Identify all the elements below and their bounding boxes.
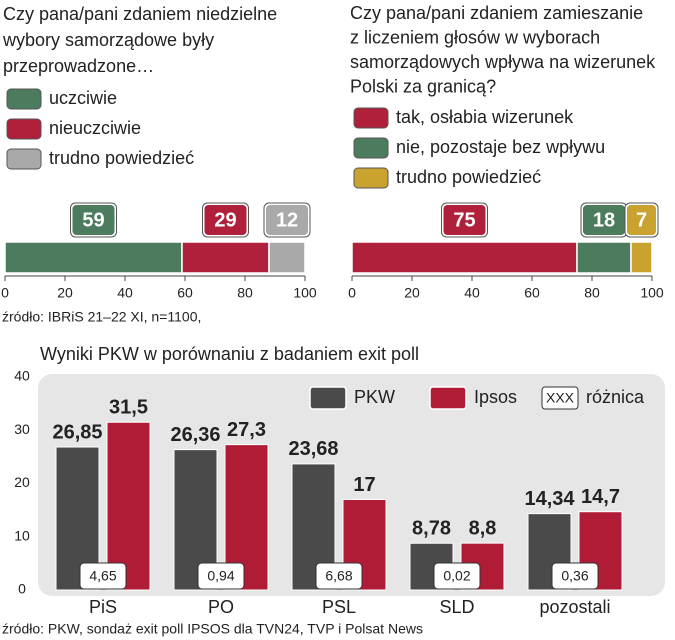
value-box [443, 205, 486, 235]
difference-box [79, 562, 127, 590]
x-tick-label: 0 [348, 285, 356, 301]
value-label: 18 [593, 209, 615, 231]
bar-segment [351, 241, 578, 274]
value-label: 75 [453, 209, 475, 231]
value-label: 8,8 [469, 517, 497, 539]
value-label: 14,7 [581, 486, 620, 508]
x-tick-label: PiS [89, 597, 117, 617]
value-box [204, 205, 247, 235]
value-label: 29 [214, 209, 236, 231]
value-label: 12 [276, 209, 298, 231]
legend-label: trudno powiedzieć [396, 167, 541, 187]
value-label: 59 [82, 209, 104, 231]
y-tick-label: 10 [14, 527, 30, 543]
legend-swatch [6, 88, 42, 110]
chart-title: Czy pana/pani zdaniem zamieszanie [350, 3, 643, 23]
legend-swatch [429, 386, 467, 410]
y-tick-label: 0 [18, 581, 26, 597]
difference-box [433, 562, 481, 590]
chart-title: Czy pana/pani zdaniem niedzielne [3, 4, 277, 24]
value-box [72, 205, 115, 235]
difference-label: 6,68 [325, 568, 352, 584]
x-tick-label: 60 [177, 285, 193, 301]
legend-swatch [353, 137, 389, 159]
x-tick-label: PO [208, 597, 234, 617]
legend-label: PKW [354, 387, 395, 407]
value-box [266, 205, 308, 235]
value-label: 7 [636, 209, 647, 231]
legend-label: Ipsos [474, 387, 517, 407]
value-label: 14,34 [524, 488, 575, 510]
x-tick-label: pozostali [539, 597, 610, 617]
chart-title: Polski za granicą? [350, 76, 496, 96]
legend-label: trudno powiedzieć [49, 148, 194, 168]
difference-label: 0,36 [561, 568, 588, 584]
source: źródło: IBRiS 21–22 XI, n=1100, [2, 309, 201, 325]
legend-swatch [353, 167, 389, 189]
chart-title: przeprowadzone… [3, 56, 154, 76]
x-tick-label: 80 [584, 285, 600, 301]
chart-title: wybory samorządowe były [2, 30, 214, 50]
y-tick-label: 20 [14, 474, 30, 490]
x-tick-label: 20 [57, 285, 73, 301]
value-label: 17 [353, 474, 375, 496]
legend-swatch [309, 386, 347, 410]
bar [106, 421, 151, 591]
difference-box [197, 562, 245, 590]
source: źródło: PKW, sondaż exit poll IPSOS dla … [2, 621, 423, 637]
difference-label: 0,02 [443, 568, 470, 584]
chart-title: z liczeniem głosów w wyborach [350, 27, 600, 47]
difference-label: 4,65 [89, 568, 116, 584]
bar-segment [576, 241, 632, 274]
legend-sample: XXX [546, 390, 575, 406]
legend-label: uczciwie [49, 88, 117, 108]
x-tick-label: 100 [640, 285, 664, 301]
bar-segment [268, 241, 306, 274]
bar-segment [630, 241, 653, 274]
difference-box [551, 562, 599, 590]
difference-box [315, 562, 363, 590]
chart-title: Wyniki PKW w porównaniu z badaniem exit … [40, 344, 419, 364]
value-label: 8,78 [412, 518, 451, 540]
y-tick-label: 40 [14, 368, 30, 384]
x-tick-label: 60 [524, 285, 540, 301]
chart-title: samorządowych wpływa na wizerunek [350, 52, 656, 72]
value-box [627, 205, 656, 235]
value-label: 23,68 [288, 438, 338, 460]
legend-swatch [6, 148, 42, 170]
legend-box [541, 386, 579, 410]
x-tick-label: 40 [464, 285, 480, 301]
x-tick-label: 40 [117, 285, 133, 301]
difference-label: 0,94 [207, 568, 234, 584]
value-label: 27,3 [227, 419, 266, 441]
x-tick-label: 20 [404, 285, 420, 301]
y-tick-label: 30 [14, 421, 30, 437]
legend-label: nieuczciwie [49, 118, 141, 138]
x-tick-label: 80 [237, 285, 253, 301]
x-tick-label: SLD [439, 597, 474, 617]
legend-swatch [353, 107, 389, 129]
bar-segment [181, 241, 270, 274]
value-label: 31,5 [109, 397, 148, 419]
bar-segment [4, 241, 183, 274]
legend-label: tak, osłabia wizerunek [396, 107, 574, 127]
value-box [583, 205, 625, 235]
x-tick-label: PSL [322, 597, 356, 617]
x-tick-label: 100 [293, 285, 317, 301]
value-label: 26,36 [170, 424, 220, 446]
legend-swatch [6, 118, 42, 140]
legend-label: nie, pozostaje bez wpływu [396, 137, 605, 157]
x-tick-label: 0 [1, 285, 9, 301]
legend-label: różnica [586, 387, 645, 407]
value-label: 26,85 [52, 421, 102, 443]
